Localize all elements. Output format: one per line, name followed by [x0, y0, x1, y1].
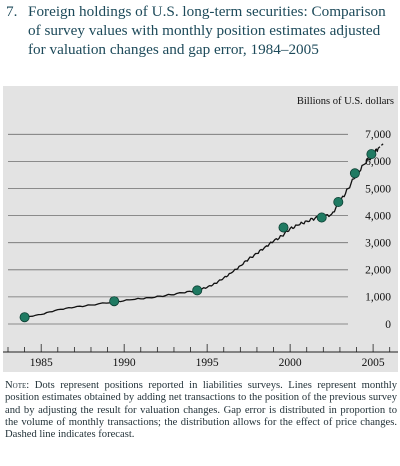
y-tick-label: 4,000 — [365, 210, 391, 222]
survey-dot — [19, 312, 30, 323]
survey-dot — [109, 296, 120, 307]
figure-title: Foreign holdings of U.S. long-term secur… — [28, 3, 386, 58]
survey-dot — [349, 168, 360, 179]
note-label: Note: — [5, 380, 30, 391]
survey-dot — [316, 212, 327, 223]
x-tick-label: 1990 — [113, 357, 136, 369]
y-tick-label: 2,000 — [365, 265, 391, 277]
figure-number: 7. — [6, 3, 18, 20]
x-axis-ticks: 1985 1990 1995 2000 2005 — [7, 344, 391, 369]
line-chart: Billions of U.S. dollars 0 1,000 2,000 3,00… — [3, 96, 398, 369]
y-tick-label: 7,000 — [365, 129, 391, 141]
y-tick-label: 5,000 — [365, 183, 391, 195]
survey-dots — [19, 149, 377, 323]
x-tick-label: 1995 — [196, 357, 219, 369]
survey-dot — [333, 197, 344, 208]
x-tick-label: 1985 — [30, 357, 53, 369]
footnote: Note: Dots represent positions reported … — [5, 380, 397, 441]
forecast-line — [377, 143, 384, 149]
y-gridlines — [8, 133, 348, 325]
survey-dot — [192, 285, 203, 296]
series-lines — [24, 143, 384, 318]
x-tick-label: 2005 — [362, 357, 385, 369]
chart-panel: Billions of U.S. dollars 0 1,000 2,000 3,00… — [3, 86, 398, 372]
y-axis-ticks: 0 1,000 2,000 3,000 4,000 5,000 6,000 7,000 — [365, 129, 391, 331]
unit-label: Billions of U.S. dollars — [297, 96, 394, 107]
y-tick-label: 1,000 — [365, 292, 391, 304]
y-tick-label: 3,000 — [365, 238, 391, 250]
survey-dot — [278, 222, 289, 233]
y-tick-label: 6,000 — [365, 156, 391, 168]
note-text: Dots represent positions reported in lia… — [5, 380, 397, 441]
y-tick-label: 0 — [385, 319, 391, 331]
x-tick-label: 2000 — [279, 357, 302, 369]
survey-dot — [366, 149, 377, 160]
